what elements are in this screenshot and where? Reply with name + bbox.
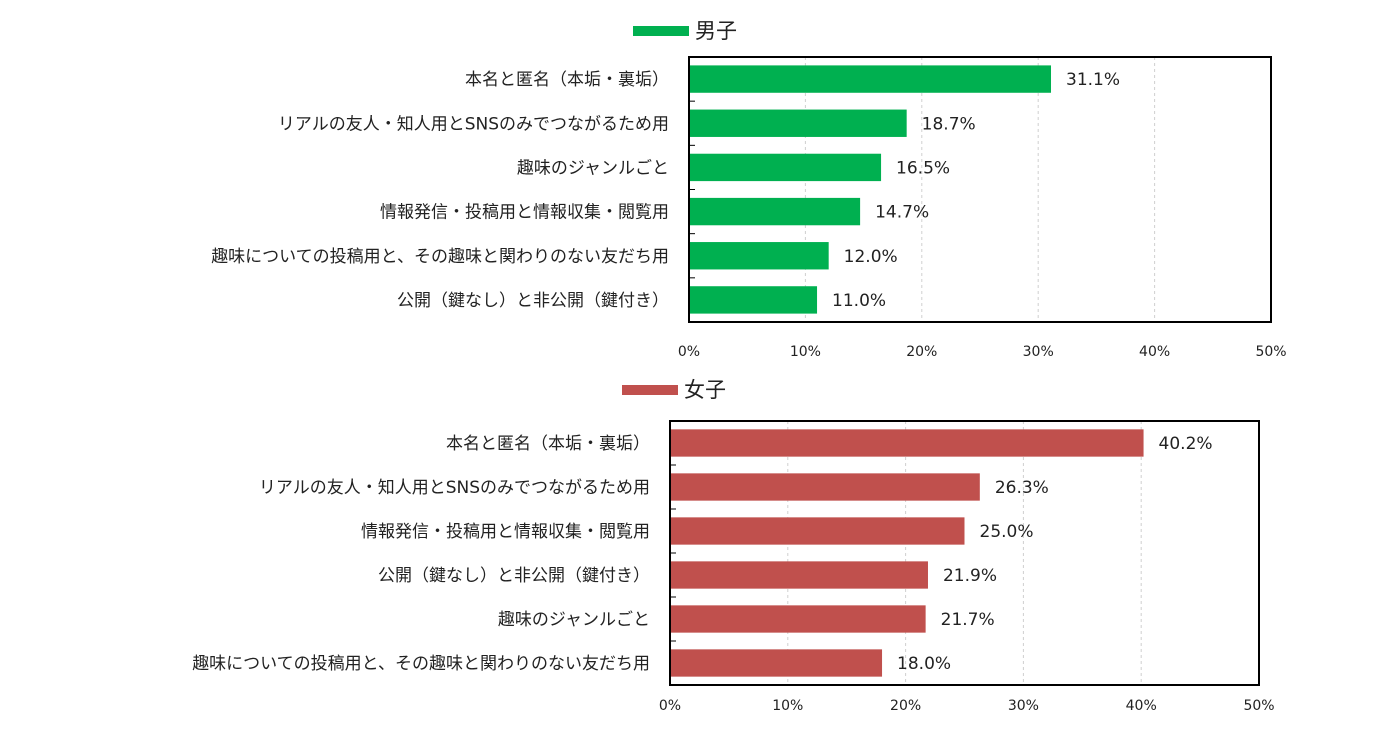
x-tick-label: 0%: [678, 344, 700, 360]
x-tick-label: 30%: [1023, 344, 1054, 360]
data-label: 11.0%: [832, 291, 886, 311]
x-tick-label: 10%: [772, 698, 803, 714]
category-label: 趣味についての投稿用と、その趣味と関わりのない友だち用: [211, 247, 669, 267]
bar: [670, 605, 926, 633]
data-label: 21.7%: [941, 610, 995, 630]
data-label: 16.5%: [896, 158, 950, 178]
bar: [670, 649, 883, 677]
bar: [689, 242, 829, 270]
x-tick-label: 0%: [659, 698, 681, 714]
legend-label-male: 男子: [695, 19, 737, 43]
bar: [670, 473, 980, 501]
category-label: 趣味のジャンルごと: [517, 158, 669, 178]
x-tick-label: 50%: [1255, 344, 1286, 360]
bar: [689, 65, 1052, 93]
category-label: 本名と匿名（本垢・裏垢）: [465, 69, 669, 90]
data-label: 40.2%: [1159, 434, 1213, 454]
legend-label-female: 女子: [684, 378, 726, 402]
legend-swatch-female: [622, 385, 678, 395]
legend-swatch-male: [633, 26, 689, 36]
data-label: 18.7%: [922, 114, 976, 134]
category-label: 趣味についての投稿用と、その趣味と関わりのない友だち用: [192, 654, 650, 674]
category-label: リアルの友人・知人用とSNSのみでつながるため用: [278, 114, 669, 134]
category-label: 公開（鍵なし）と非公開（鍵付き）: [397, 291, 669, 311]
category-label: 本名と匿名（本垢・裏垢）: [446, 433, 650, 454]
category-label: 情報発信・投稿用と情報収集・閲覧用: [361, 522, 650, 542]
x-tick-label: 10%: [790, 344, 821, 360]
x-tick-label: 40%: [1139, 344, 1170, 360]
data-label: 12.0%: [844, 247, 898, 267]
category-label: 情報発信・投稿用と情報収集・閲覧用: [380, 203, 669, 223]
x-tick-label: 30%: [1008, 698, 1039, 714]
data-label: 14.7%: [875, 203, 929, 223]
category-label: 公開（鍵なし）と非公開（鍵付き）: [378, 566, 650, 586]
bar: [670, 517, 965, 545]
x-tick-label: 20%: [890, 698, 921, 714]
data-label: 21.9%: [943, 566, 997, 586]
bar: [670, 561, 928, 589]
bar: [689, 153, 882, 182]
bar: [689, 109, 907, 137]
category-label: 趣味のジャンルごと: [498, 610, 650, 630]
data-label: 31.1%: [1066, 70, 1120, 90]
bar: [689, 197, 861, 226]
x-tick-label: 20%: [906, 344, 937, 360]
x-tick-label: 50%: [1243, 698, 1274, 714]
plot-frame: [669, 420, 1260, 686]
data-label: 25.0%: [980, 522, 1034, 542]
bar: [689, 286, 818, 314]
category-label: リアルの友人・知人用とSNSのみでつながるため用: [259, 478, 650, 498]
bar: [670, 429, 1144, 457]
data-label: 18.0%: [897, 654, 951, 674]
plot-frame: [688, 56, 1272, 323]
x-tick-label: 40%: [1126, 698, 1157, 714]
data-label: 26.3%: [995, 478, 1049, 498]
